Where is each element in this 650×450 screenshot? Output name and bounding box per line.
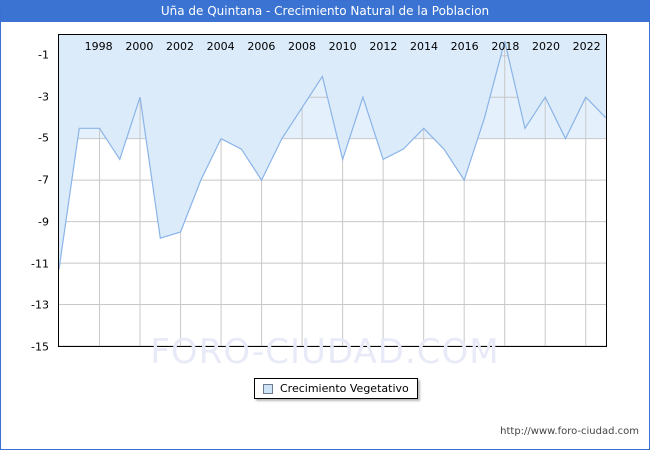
y-tick-label: -13 [31, 298, 49, 312]
series-line [59, 41, 606, 270]
y-tick-label: -7 [38, 173, 49, 187]
y-tick-label: -11 [31, 257, 49, 271]
window-title: Uña de Quintana - Crecimiento Natural de… [1, 1, 649, 22]
series-fill [59, 35, 606, 270]
chart-canvas: -1 -3 -5 -7 -9 -11 -13 -15 1998 2000 2002 2004 2006… [1, 22, 649, 449]
legend-swatch-icon [263, 383, 273, 394]
plot-area [58, 34, 607, 347]
y-tick-label: -1 [38, 48, 49, 62]
y-axis-labels: -1 -3 -5 -7 -9 -11 -13 -15 [1, 34, 55, 353]
source-url: http://www.foro-ciudad.com [500, 426, 639, 437]
chart-legend: Crecimiento Vegetativo [254, 378, 418, 399]
area-chart-svg [59, 35, 606, 346]
watermark: FORO-CIUDAD.COM [150, 332, 500, 372]
y-tick-label: -15 [31, 340, 49, 354]
y-tick-label: -9 [38, 215, 49, 229]
y-tick-label: -5 [38, 131, 49, 145]
y-tick-label: -3 [38, 90, 49, 104]
legend-label: Crecimiento Vegetativo [280, 382, 409, 395]
